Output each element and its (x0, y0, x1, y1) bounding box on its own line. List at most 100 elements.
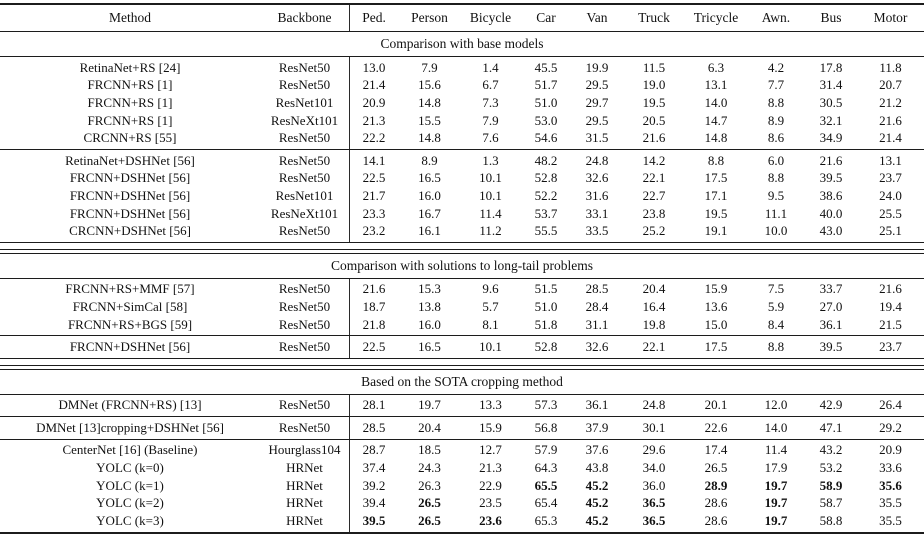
value-cell: 1.4 (482, 59, 499, 75)
value-cell: 33.7 (819, 281, 843, 297)
value-cell: 53.0 (534, 112, 558, 128)
value-cell: 29.7 (585, 94, 609, 110)
value-cell: 32.6 (585, 170, 609, 186)
value-cell: 48.2 (534, 152, 558, 168)
value-cell: 45.2 (585, 495, 609, 511)
value-cell: 25.5 (879, 205, 902, 221)
backbone-cell: ResNet50 (278, 316, 331, 332)
value-cell: 31.6 (585, 187, 609, 203)
method-cell: YOLC (k=2) (96, 495, 164, 511)
value-cell: 10.1 (479, 170, 502, 186)
value-cell: 43.0 (819, 223, 843, 239)
value-cell: 19.4 (879, 298, 902, 314)
value-cell: 5.9 (767, 298, 785, 314)
value-cell: 35.5 (879, 512, 902, 528)
method-cell: FRCNN+RS [1] (87, 94, 173, 110)
row-group: DMNet (FRCNN+RS) [13] ResNet50 28.1 19.7 13.… (0, 394, 924, 417)
value-cell: 15.0 (704, 316, 728, 332)
value-cell: 8.8 (767, 94, 785, 110)
column-header-truck: Truck (638, 10, 670, 25)
section-title: Comparison with solutions to long-tail p… (0, 254, 924, 278)
method-cell: FRCNN+DSHNet [56] (69, 339, 191, 355)
value-cell: 11.2 (479, 223, 502, 239)
value-cell: 19.1 (704, 223, 728, 239)
backbone-cell: HRNet (286, 495, 323, 511)
value-cell: 52.8 (534, 339, 558, 355)
value-cell: 11.1 (764, 205, 788, 221)
value-cell: 16.0 (418, 316, 441, 332)
value-cell: 19.5 (704, 205, 728, 221)
table-row: RetinaNet+RS [24] ResNet50 13.0 7.9 1.4 45.5 1… (0, 59, 924, 77)
backbone-cell: ResNeXt101 (270, 112, 339, 128)
value-cell: 28.4 (585, 298, 609, 314)
value-cell: 47.1 (819, 419, 843, 435)
backbone-cell: HRNet (286, 477, 323, 493)
table-row: FRCNN+DSHNet [56] ResNeXt101 23.3 16.7 11.4 5… (0, 205, 924, 223)
value-cell: 16.1 (418, 223, 441, 239)
column-header-car: Car (536, 10, 556, 25)
table-row: FRCNN+RS [1] ResNet101 20.9 14.8 7.3 51.0 29.7… (0, 94, 924, 112)
table-row: FRCNN+SimCal [58] ResNet50 18.7 13.8 5.7 51.0… (0, 298, 924, 316)
value-cell: 54.6 (534, 130, 558, 146)
value-cell: 8.8 (707, 152, 725, 168)
table-rule (0, 438, 924, 440)
value-cell: 32.1 (819, 112, 843, 128)
value-cell: 6.0 (767, 152, 785, 168)
row-group: RetinaNet+RS [24] ResNet50 13.0 7.9 1.4 45.5 1… (0, 57, 924, 149)
value-cell: 51.5 (534, 281, 558, 297)
value-cell: 10.1 (479, 339, 502, 355)
value-cell: 16.7 (418, 205, 441, 221)
value-cell: 26.3 (418, 477, 441, 493)
value-cell: 21.3 (362, 112, 386, 128)
column-header-ped: Ped. (362, 10, 386, 25)
value-cell: 11.8 (879, 59, 902, 75)
value-cell: 29.5 (585, 77, 609, 93)
value-cell: 51.0 (534, 94, 558, 110)
value-cell: 9.5 (767, 187, 785, 203)
value-cell: 26.5 (418, 495, 441, 511)
table-rule (0, 277, 924, 279)
value-cell: 65.5 (534, 477, 558, 493)
method-cell: FRCNN+DSHNet [56] (69, 205, 191, 221)
section-title: Based on the SOTA cropping method (0, 370, 924, 394)
backbone-cell: ResNet50 (278, 339, 331, 355)
backbone-cell: ResNet50 (278, 77, 331, 93)
method-cell: CenterNet [16] (Baseline) (62, 442, 198, 458)
value-cell: 24.8 (585, 152, 609, 168)
value-cell: 33.5 (585, 223, 609, 239)
value-cell: 23.5 (479, 495, 502, 511)
value-cell: 55.5 (534, 223, 558, 239)
column-header-van: Van (586, 10, 608, 25)
value-cell: 58.9 (819, 477, 843, 493)
column-header-motor: Motor (873, 10, 908, 25)
value-cell: 38.6 (819, 187, 843, 203)
table-row: YOLC (k=3) HRNet 39.5 26.5 23.6 65.3 45.2 36.5 2… (0, 512, 924, 530)
value-cell: 12.0 (764, 397, 788, 413)
value-cell: 20.1 (704, 397, 728, 413)
value-cell: 19.7 (418, 397, 441, 413)
table-rule (0, 3, 924, 5)
value-cell: 14.7 (704, 112, 728, 128)
table-row: FRCNN+DSHNet [56] ResNet50 22.5 16.5 10.1 52.… (0, 338, 924, 356)
value-cell: 31.4 (819, 77, 843, 93)
value-cell: 14.8 (418, 130, 441, 146)
column-header-row: Method Backbone Ped. Person Bicycle Car Van Tru… (0, 5, 924, 31)
value-cell: 7.9 (482, 112, 499, 128)
value-cell: 23.7 (879, 170, 902, 186)
value-cell: 26.4 (879, 397, 902, 413)
value-cell: 12.7 (479, 442, 502, 458)
value-cell: 14.2 (642, 152, 666, 168)
method-cell: FRCNN+RS+BGS [59] (67, 316, 193, 332)
method-cell: CRCNN+RS [55] (83, 130, 177, 146)
table-rule (0, 416, 924, 418)
backbone-cell: HRNet (286, 460, 323, 476)
value-cell: 19.7 (764, 495, 788, 511)
value-cell: 36.0 (642, 477, 666, 493)
value-cell: 22.2 (362, 130, 386, 146)
value-cell: 65.3 (534, 512, 558, 528)
value-cell: 7.7 (767, 77, 785, 93)
table-row: YOLC (k=1) HRNet 39.2 26.3 22.9 65.5 45.2 36.0 2… (0, 477, 924, 495)
value-cell: 58.7 (819, 495, 843, 511)
table-row: FRCNN+RS+BGS [59] ResNet50 21.8 16.0 8.1 51.8… (0, 316, 924, 334)
value-cell: 22.7 (642, 187, 666, 203)
